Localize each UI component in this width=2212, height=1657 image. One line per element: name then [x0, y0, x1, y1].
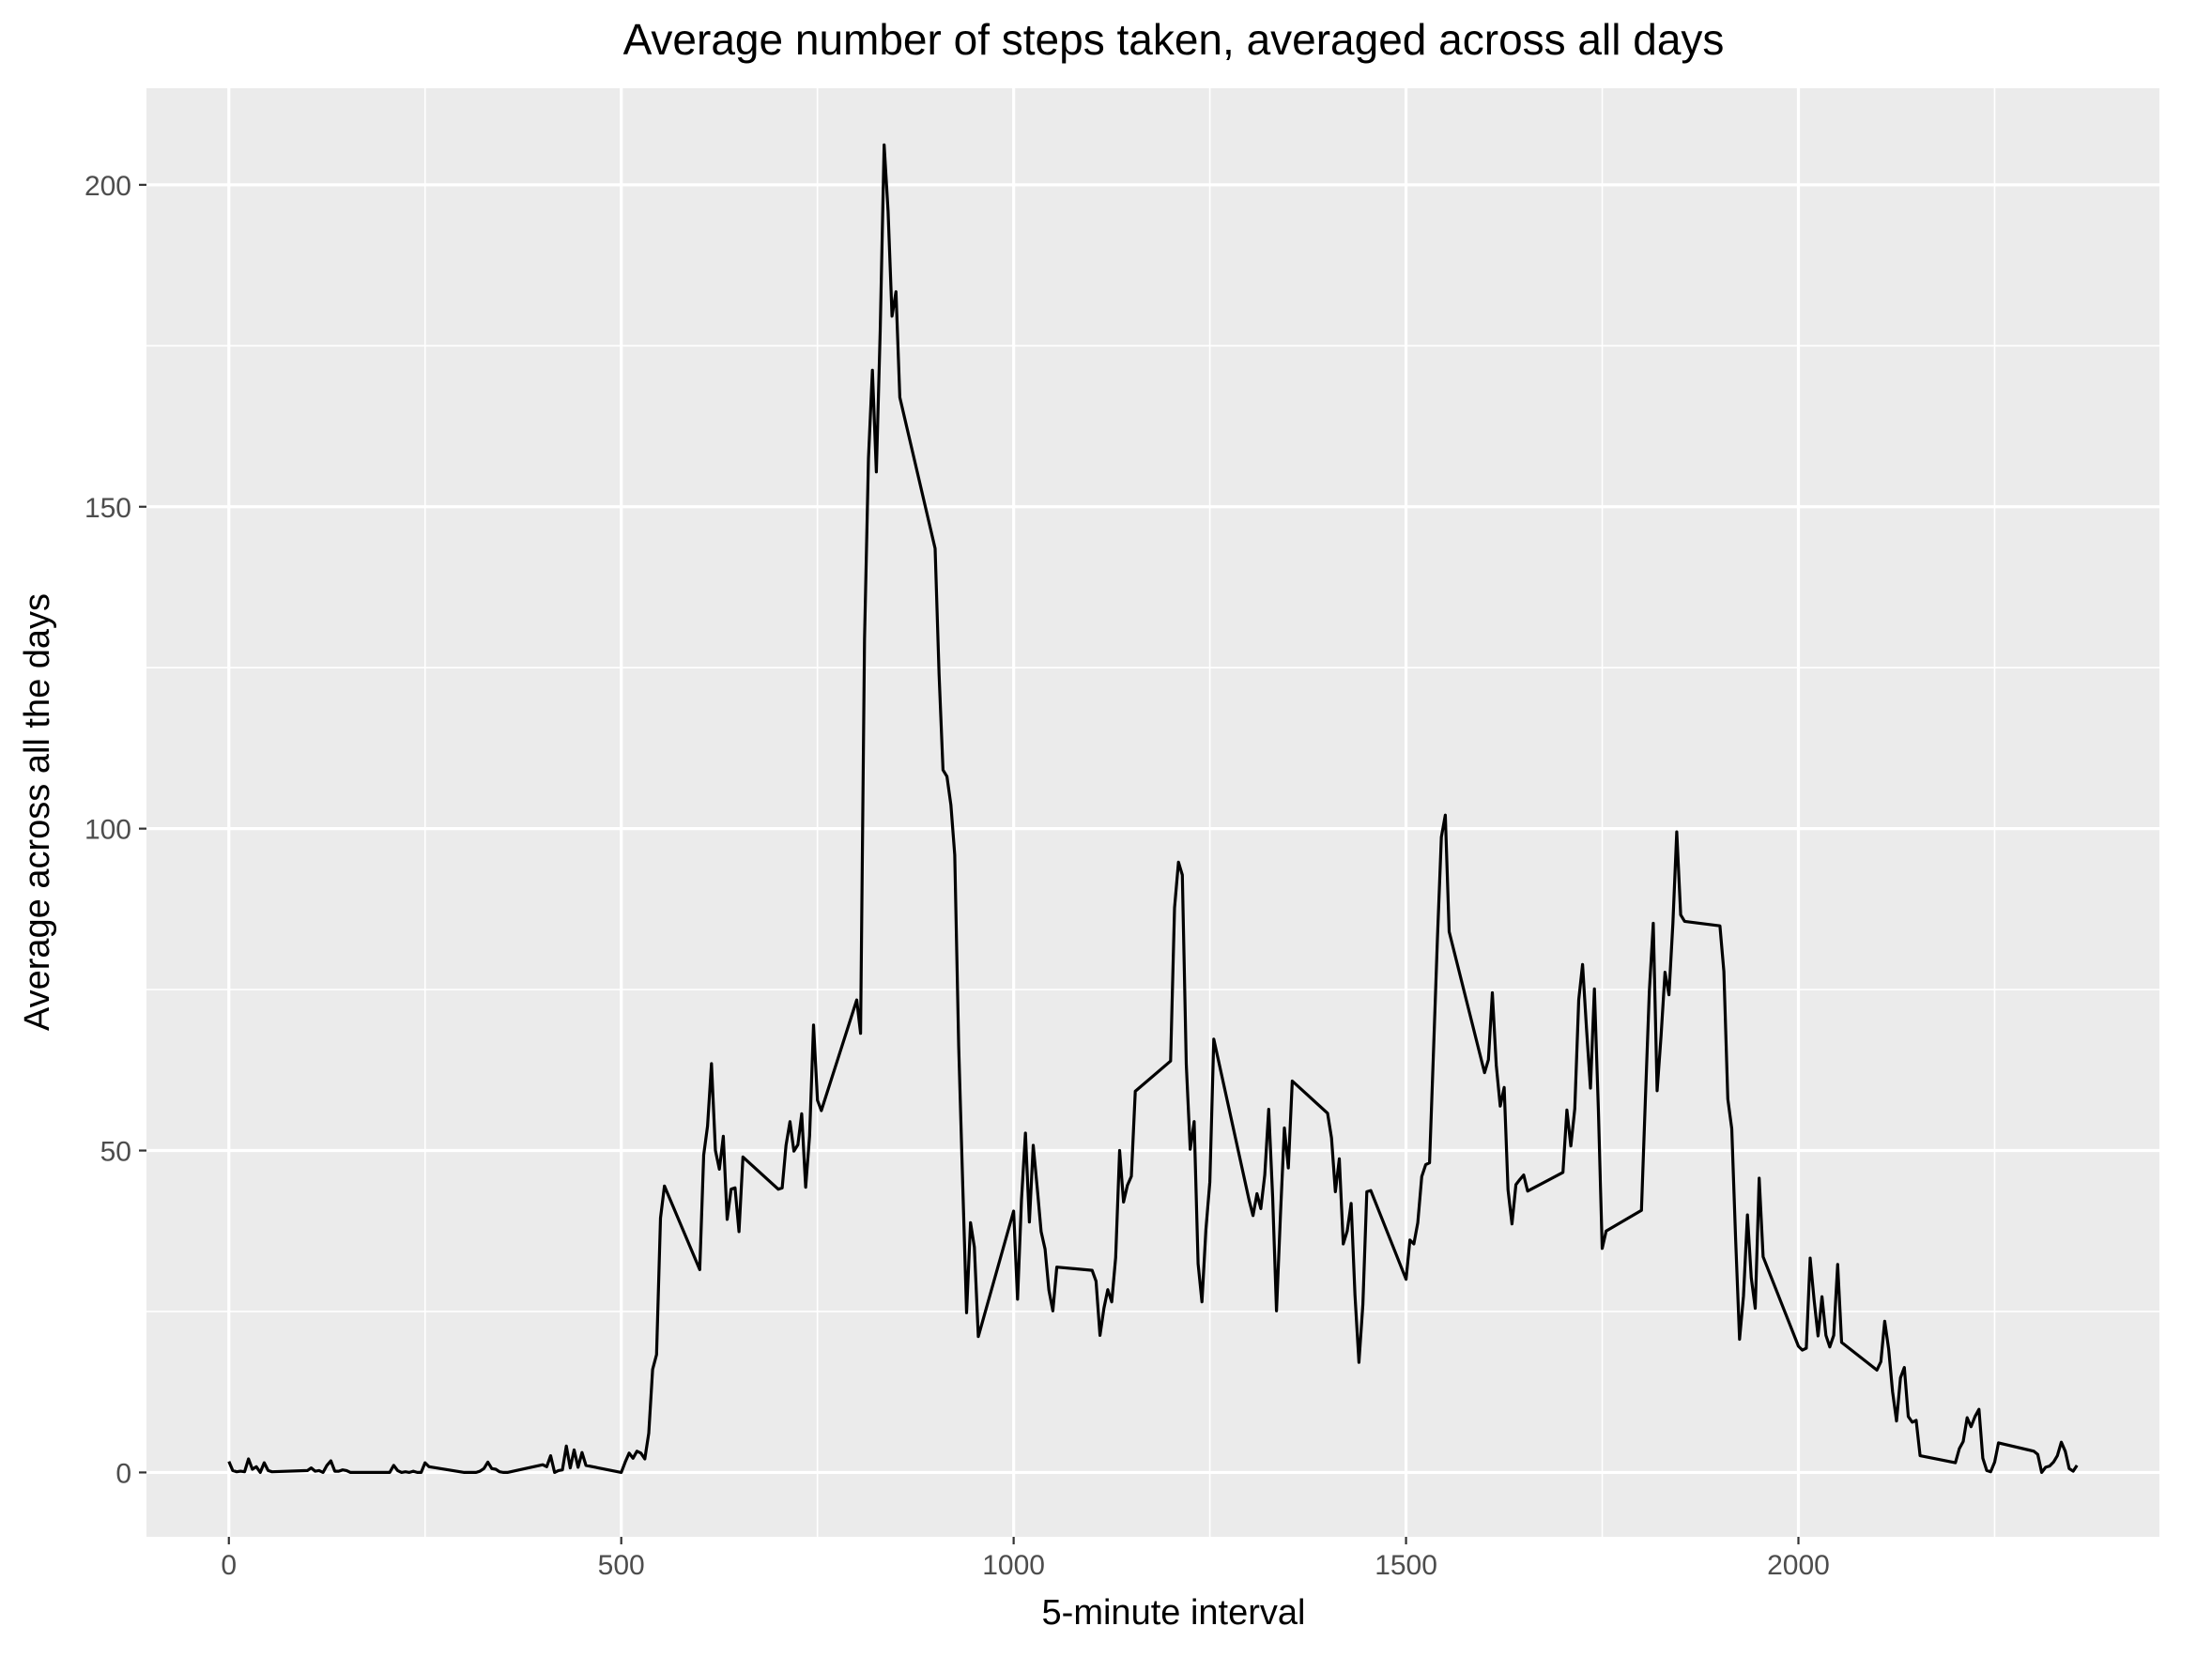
x-axis-title: 5-minute interval: [1042, 1593, 1306, 1633]
x-tick-label: 1500: [1375, 1550, 1437, 1581]
y-tick-label: 150: [84, 493, 131, 524]
y-axis-title: Average across all the days: [18, 593, 57, 1031]
y-tick-label: 200: [84, 171, 131, 202]
series-line: [227, 143, 2079, 1474]
plot-panel: [146, 88, 2159, 1537]
minor-gridlines: [146, 88, 2159, 1537]
x-tick-label: 500: [598, 1550, 645, 1581]
y-tick-label: 50: [100, 1137, 131, 1168]
y-tick-label: 0: [115, 1458, 131, 1489]
x-tick-label: 0: [221, 1550, 237, 1581]
y-axis-ticks: 0 50 100 150 200: [84, 171, 146, 1489]
x-tick-label: 2000: [1767, 1550, 1830, 1581]
major-gridlines: [146, 88, 2159, 1537]
x-tick-label: 1000: [982, 1550, 1045, 1581]
chart-title: Average number of steps taken, averaged …: [623, 15, 1725, 64]
x-axis-ticks: 0 500 1000 1500 2000: [221, 1537, 1830, 1581]
y-tick-label: 100: [84, 815, 131, 846]
series-layer: [227, 143, 2079, 1474]
